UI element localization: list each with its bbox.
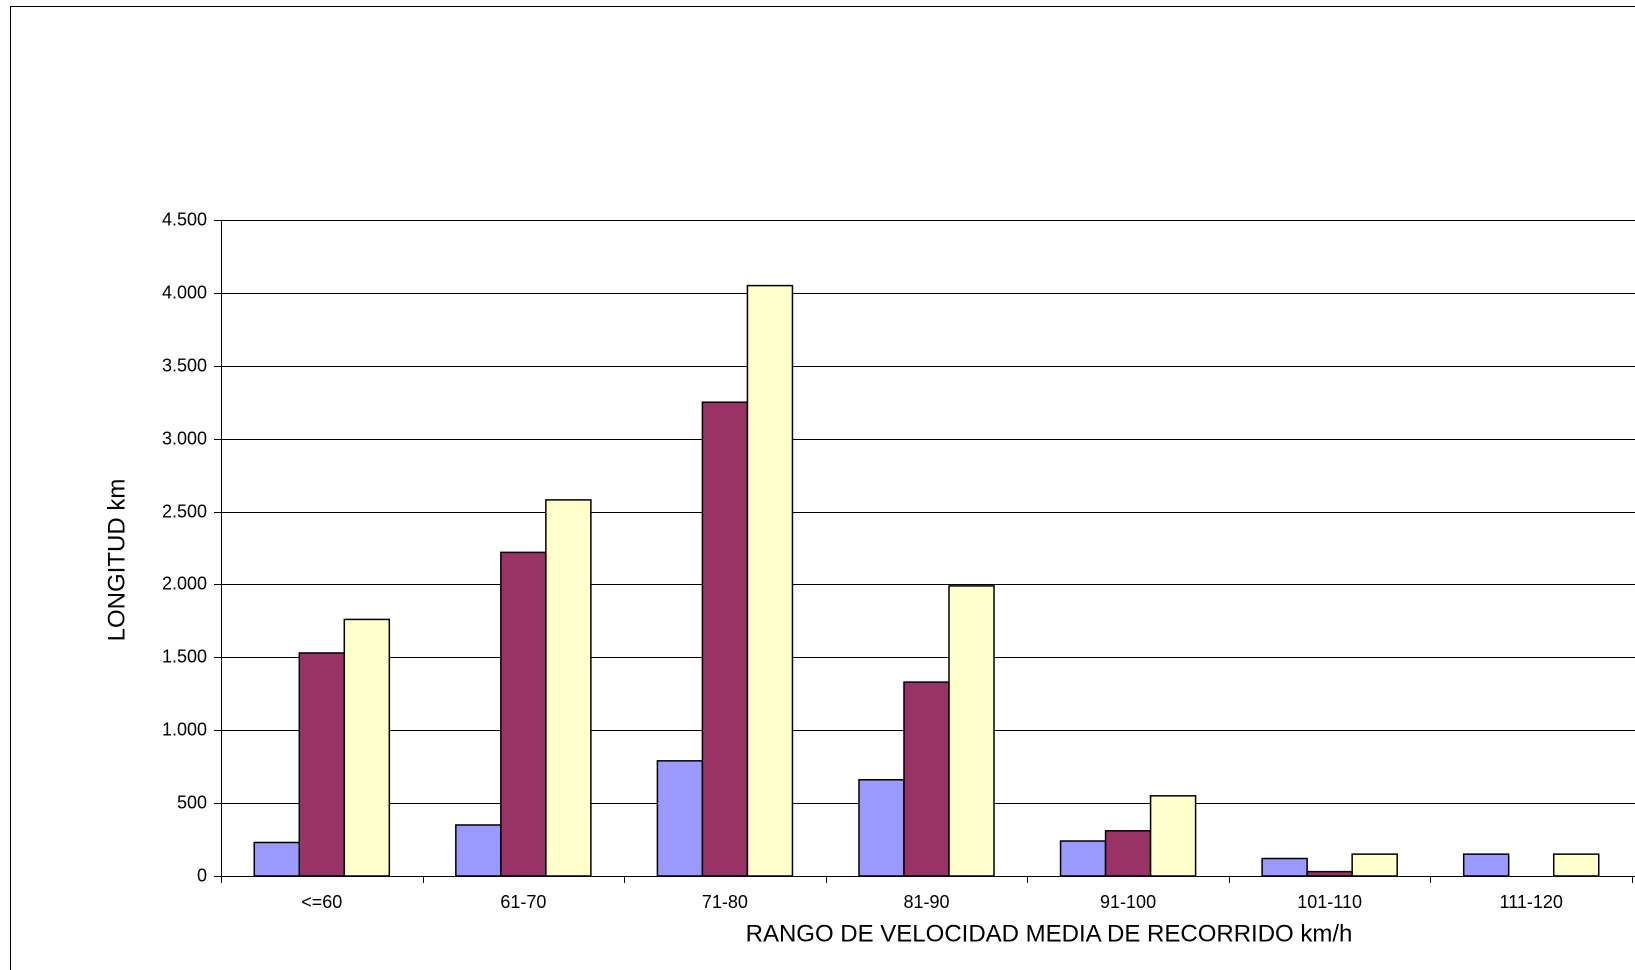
bar [545,499,592,877]
bar [903,681,950,877]
y-tick-label: 4.000 [162,282,207,302]
y-tick-label: 4.500 [162,209,207,229]
bar [858,779,905,877]
y-tick-label: 500 [177,792,207,812]
bar [1552,853,1600,877]
bar [500,551,547,877]
bar [1261,857,1308,877]
bar [343,618,391,877]
bar [1104,830,1152,877]
bar [948,585,995,877]
x-tick-label: 91-100 [1100,892,1156,912]
y-tick-label: 1.500 [162,646,207,666]
bar [1462,853,1510,877]
y-tick-label: 0 [197,865,207,885]
bar [701,401,749,877]
bar [656,760,704,877]
x-tick-label: 101-110 [1297,892,1362,912]
bar [1351,853,1398,877]
x-axis-title: RANGO DE VELOCIDAD MEDIA DE RECORRIDO km… [746,920,1353,947]
bar [455,824,502,877]
bar [1149,795,1197,877]
x-tick-label: 111-120 [1500,892,1563,912]
y-tick-label: 3.500 [162,355,207,375]
bar [1306,870,1353,877]
y-tick-label: 3.000 [162,428,207,448]
bar [253,841,301,877]
chart-frame [10,6,1635,970]
bar [298,652,346,877]
bar [746,284,794,877]
x-tick-label: 71-80 [702,892,748,912]
x-tick-label: <=60 [301,892,342,912]
bar [1059,840,1107,877]
x-tick-label: 61-70 [500,892,546,912]
y-tick-label: 2.500 [162,501,207,521]
y-tick-label: 1.000 [162,719,207,739]
x-tick-label: 81-90 [903,892,949,912]
y-axis-title: LONGITUD km [103,479,130,642]
y-tick-label: 2.000 [162,573,207,593]
